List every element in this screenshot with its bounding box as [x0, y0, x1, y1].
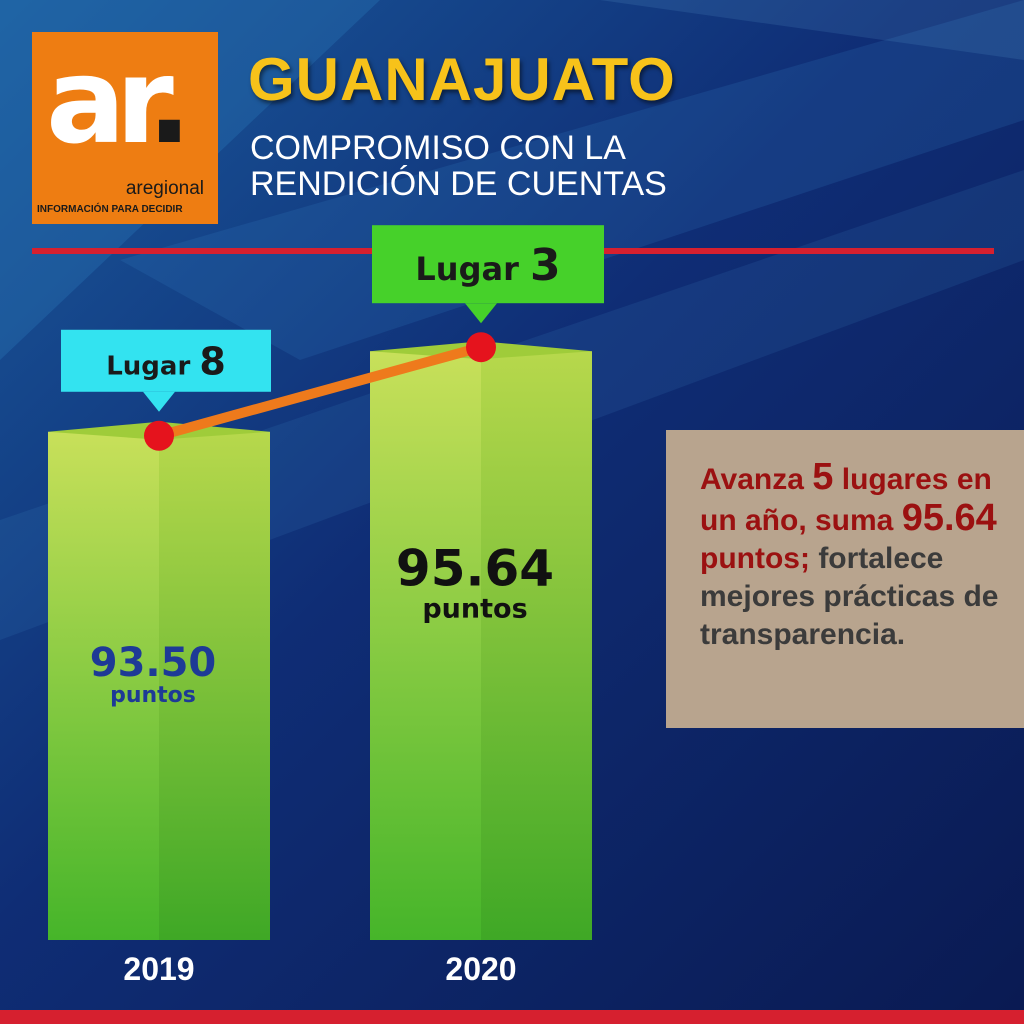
rank-point-2019	[144, 420, 174, 451]
subtitle-line-1: COMPROMISO CON LA	[250, 129, 626, 167]
footer-divider	[0, 1010, 1024, 1024]
rank-point-2020	[466, 332, 496, 363]
bar-value-label-2019: 93.50	[90, 640, 217, 686]
bar-2019-left-face	[48, 431, 159, 940]
rank-label-2019: Lugar 8	[106, 339, 226, 383]
x-tick-label-2020: 2020	[445, 951, 516, 987]
summary-text: Avanza 5 lugares en un año, suma 95.64 p…	[700, 456, 999, 651]
bar-value-label-2020: 95.64	[396, 540, 554, 598]
bar-2019-right-face	[159, 431, 270, 940]
logo-brand-name: aregional	[125, 178, 204, 199]
bar-2020-right-face	[481, 351, 592, 940]
x-tick-label-2019: 2019	[123, 951, 194, 987]
rank-connector-line	[154, 342, 486, 441]
rank-box-pointer-2019	[143, 391, 175, 412]
summary-callout: Avanza 5 lugares en un año, suma 95.64 p…	[666, 430, 1024, 728]
rank-box-2020	[372, 225, 604, 304]
rank-box-pointer-2020	[465, 303, 497, 324]
bar-unit-label-2020: puntos	[422, 594, 527, 625]
page-title: GUANAJUATO	[248, 46, 676, 113]
subtitle-line-2: RENDICIÓN DE CUENTAS	[250, 165, 667, 203]
aregional-logo: ar. aregional INFORMACIÓN PARA DECIDIR	[32, 32, 218, 224]
rank-label-2020: Lugar 3	[415, 240, 560, 291]
rank-box-2019	[61, 329, 271, 392]
page-subtitle: COMPROMISO CON LA RENDICIÓN DE CUENTAS	[250, 130, 667, 202]
bar-2020-left-face	[370, 351, 481, 940]
bar-unit-label-2019: puntos	[110, 683, 196, 708]
logo-tagline: INFORMACIÓN PARA DECIDIR	[37, 204, 183, 215]
